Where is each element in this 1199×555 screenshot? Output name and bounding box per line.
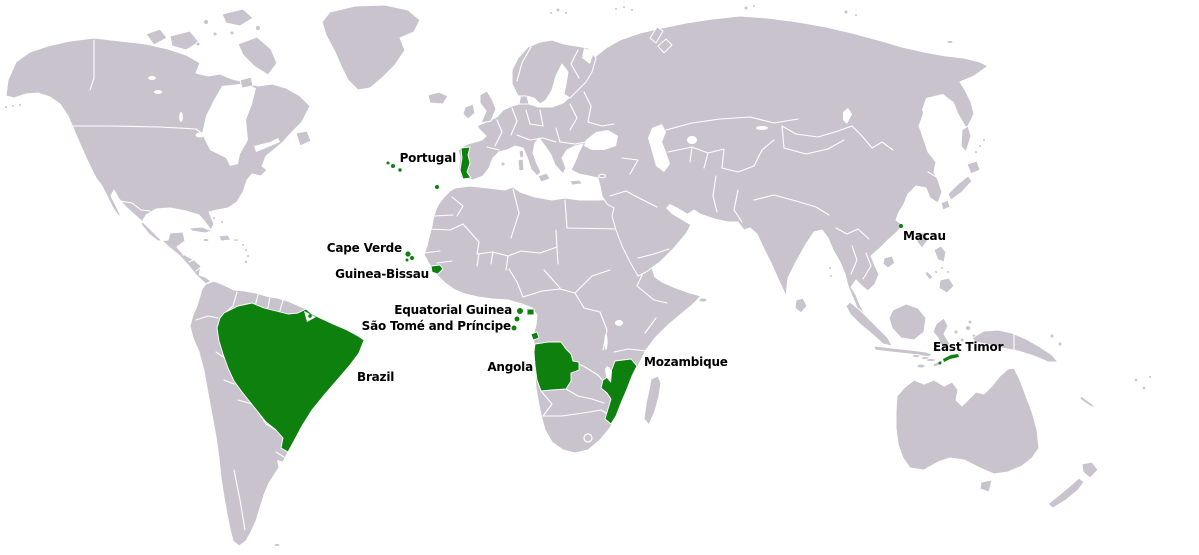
oceania [895, 367, 1152, 509]
marajo-island [308, 314, 312, 318]
caribbean-islands [188, 216, 250, 265]
arctic-russian-islands [549, 4, 954, 54]
persian-gulf [666, 204, 696, 226]
socotra [698, 297, 708, 303]
portugal-highlight [459, 146, 472, 180]
black-sea [584, 130, 618, 150]
label-portugal: Portugal [400, 151, 457, 165]
cabinda [530, 331, 540, 341]
east-timor-highlight [938, 354, 959, 365]
greenland [321, 4, 421, 91]
aral-sea [687, 136, 697, 144]
guinea-bissau-highlight [430, 264, 444, 275]
east-asia-islands [882, 125, 986, 269]
newfoundland-island [295, 130, 312, 147]
inland-seas [584, 94, 958, 226]
kyushu [940, 199, 951, 211]
falkland-islands [273, 543, 281, 547]
luzon [933, 245, 947, 263]
ireland [462, 103, 476, 120]
brazil-highlight [216, 302, 365, 453]
sao-tome [511, 325, 517, 331]
eurasia-mainland [457, 15, 989, 320]
hudson-bay [202, 84, 256, 166]
lake-malawi [605, 366, 612, 383]
aleutian-islands [4, 103, 22, 109]
hainan [882, 255, 896, 269]
eurasia-borders [486, 46, 939, 280]
st-lawrence-gulf [254, 138, 280, 152]
sea-of-okhotsk [922, 94, 958, 142]
great-britain [479, 90, 497, 124]
madagascar [643, 375, 662, 426]
rio-muni [526, 308, 535, 316]
java [873, 345, 933, 358]
highlighted-countries [216, 146, 959, 453]
caspian-sea [648, 124, 670, 172]
label-brazil: Brazil [357, 370, 394, 384]
madeira [435, 185, 439, 189]
mindanao [938, 277, 955, 294]
label-east-timor: East Timor [933, 340, 1004, 354]
fiji-islands [1133, 375, 1152, 391]
southeast-asia-islands [845, 245, 977, 369]
azores-madeira [386, 161, 439, 189]
north-america [4, 8, 312, 285]
cape-verde-highlight [405, 251, 414, 262]
equatorial-guinea-highlight [517, 308, 535, 316]
africa-borders [423, 188, 668, 443]
lake-baikal [843, 108, 852, 124]
label-guinea-bissau: Guinea-Bissau [335, 267, 429, 281]
rio-de-la-plata [277, 460, 289, 470]
label-cape-verde: Cape Verde [327, 241, 402, 255]
southampton-island [239, 76, 254, 89]
hokkaido [966, 160, 981, 175]
label-sao-tome-and-principe: São Tomé and Príncipe [362, 319, 511, 333]
bioko [517, 308, 523, 314]
sri-lanka [794, 297, 808, 314]
white-sea [582, 48, 594, 64]
honshu [947, 175, 973, 201]
mediterranean-islands [500, 149, 606, 186]
macau-highlight [899, 224, 903, 228]
palawan [924, 270, 934, 281]
sulawesi [932, 317, 951, 350]
australia [895, 367, 1040, 475]
label-angola: Angola [487, 360, 533, 374]
lake-balkhash [756, 126, 768, 130]
label-equatorial-guinea: Equatorial Guinea [394, 303, 512, 317]
label-macau: Macau [903, 229, 946, 243]
north-america-borders [65, 39, 237, 272]
principe [514, 316, 520, 322]
angola-highlight [530, 331, 580, 392]
north-america-mainland [5, 37, 311, 285]
labels: Portugal Cape Verde Guinea-Bissau Equato… [327, 151, 1004, 384]
sao-tome-principe-highlight [511, 316, 520, 331]
lesotho-outline [583, 433, 593, 443]
borneo [888, 303, 927, 341]
south-asia-islands [794, 266, 833, 314]
iceland [427, 91, 449, 105]
sakhalin [960, 125, 972, 153]
canadian-arctic-islands [145, 8, 278, 76]
nz-south-island [1047, 477, 1085, 509]
tasmania [979, 479, 993, 493]
europe-asia [457, 4, 1063, 369]
mozambique-highlight [600, 358, 638, 425]
new-caledonia [1079, 395, 1097, 409]
new-guinea [971, 329, 1063, 363]
label-mozambique: Mozambique [644, 355, 728, 369]
nz-north-island [1081, 461, 1099, 479]
taiwan [916, 231, 929, 249]
sumatra [845, 301, 893, 347]
